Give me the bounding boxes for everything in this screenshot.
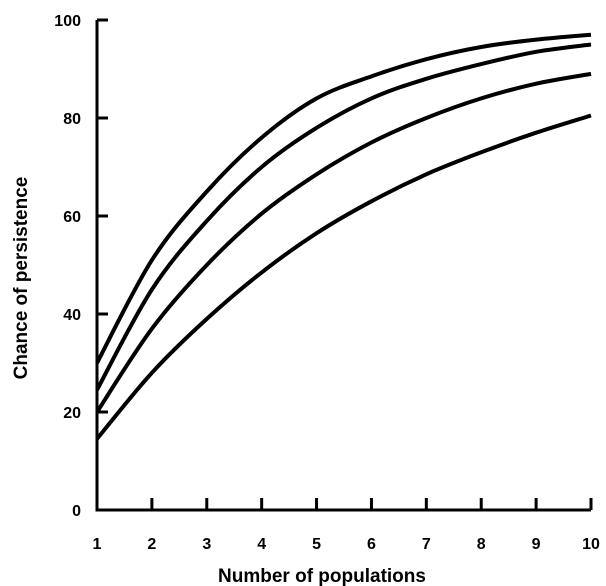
y-tick-label-20: 20	[63, 405, 81, 422]
y-tick-label-100: 100	[54, 13, 81, 30]
x-tick-label-10: 10	[582, 536, 600, 553]
x-tick-label-5: 5	[312, 536, 321, 553]
x-tick-label-2: 2	[147, 536, 156, 553]
chart-series-group	[95, 32, 592, 441]
x-tick-label-3: 3	[202, 536, 211, 553]
chart-axes	[95, 20, 591, 512]
x-tick-label-4: 4	[257, 536, 266, 553]
x-tick-label-7: 7	[422, 536, 431, 553]
x-tick-label-9: 9	[532, 536, 541, 553]
y-axis-title: Chance of persistence	[11, 177, 32, 380]
series-line-4	[95, 113, 592, 441]
x-tick-label-6: 6	[367, 536, 376, 553]
x-axis-title: Number of populations	[218, 566, 426, 586]
series-line-2	[95, 42, 592, 391]
y-tick-label-40: 40	[63, 307, 81, 324]
y-tick-label-0: 0	[72, 503, 81, 520]
y-tick-label-80: 80	[63, 111, 81, 128]
series-line-1	[95, 32, 592, 364]
y-tick-label-60: 60	[63, 209, 81, 226]
x-tick-label-1: 1	[93, 536, 102, 553]
x-tick-label-8: 8	[477, 536, 486, 553]
series-line-3	[95, 71, 592, 414]
chart-ticks: 0 20 40 60 80 100 1 2 3 4 5 6 7 8 9 10	[54, 13, 600, 553]
